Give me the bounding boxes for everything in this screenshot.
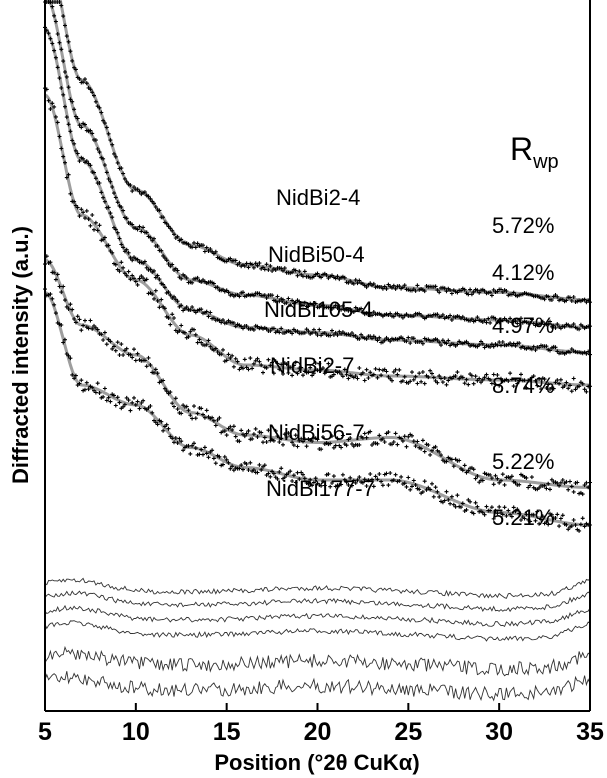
rwp-header-sub: wp	[532, 151, 559, 173]
x-tick-label-25: 25	[394, 718, 422, 746]
x-tick-label-15: 15	[213, 718, 241, 746]
x-tick-label-30: 30	[485, 718, 513, 746]
x-tick-label-20: 20	[304, 718, 332, 746]
rwp-header-main: R	[510, 131, 533, 167]
difference-curve-5	[44, 645, 591, 677]
x-tick-label-10: 10	[122, 718, 150, 746]
difference-curve-4	[44, 620, 591, 642]
y-axis-title: Diffracted intensity (a.u.)	[8, 226, 33, 484]
difference-curve-1	[44, 577, 591, 599]
rwp-value-nidbi2-4: 5.72%	[492, 213, 554, 238]
rwp-value-nidbi105-4: 4.97%	[492, 313, 554, 338]
x-axis-ticks: 5 10 15 20 25 30 35	[38, 703, 604, 746]
sample-label-nidbi177-7: NidBi177-7	[266, 476, 375, 501]
difference-curve-6	[44, 671, 591, 702]
x-tick-label-35: 35	[576, 718, 604, 746]
fit-curve-nidbi56-7	[44, 258, 590, 489]
sample-label-nidbi56-7: NidBi56-7	[268, 420, 365, 445]
rwp-header: Rwp	[510, 131, 559, 173]
sample-label-nidbi2-7: NidBi2-7	[270, 353, 354, 378]
rwp-value-nidbi177-7: 5.21%	[492, 505, 554, 530]
rwp-value-nidbi2-7: 8.74%	[492, 373, 554, 398]
sample-label-nidbi50-4: NidBi50-4	[268, 242, 365, 267]
x-axis-title: Position (°2θ CuKα)	[214, 750, 419, 775]
difference-curve-2	[44, 590, 591, 613]
sample-label-nidbi105-4: NidBi105-4	[264, 297, 373, 322]
fit-curve-nidbi2-7	[44, 93, 590, 387]
sample-label-nidbi2-4: NidBi2-4	[276, 185, 360, 210]
x-tick-label-5: 5	[38, 718, 52, 746]
rwp-value-nidbi50-4: 4.12%	[492, 260, 554, 285]
difference-curve-3	[44, 604, 591, 628]
rwp-value-nidbi56-7: 5.22%	[492, 449, 554, 474]
difference-curves	[44, 577, 591, 702]
